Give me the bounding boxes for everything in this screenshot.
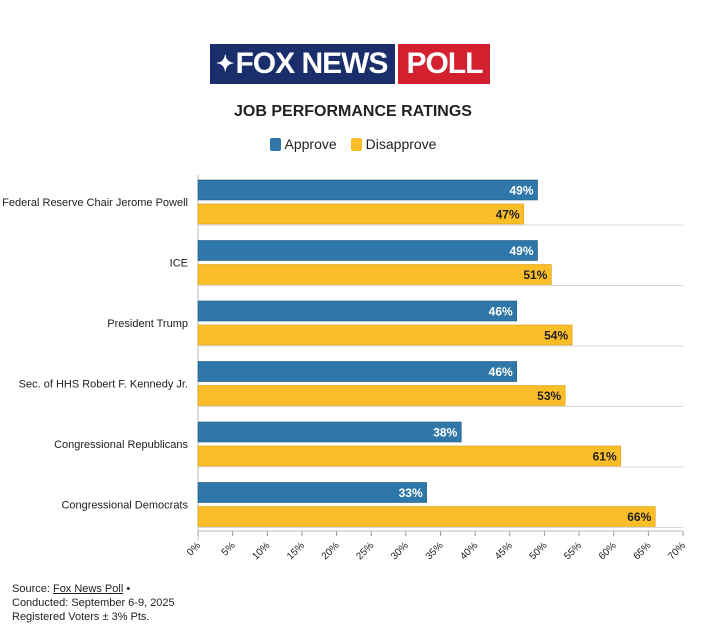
x-tick-label: 35% — [424, 540, 446, 562]
category-label: Federal Reserve Chair Jerome Powell — [2, 197, 188, 209]
bar-disapprove — [197, 385, 566, 406]
data-label-disapprove: 53% — [537, 389, 561, 403]
legend-swatch-approve — [269, 137, 281, 151]
source-suffix: • — [123, 583, 131, 595]
x-tick-label: 5% — [220, 540, 238, 558]
x-tick-label: 70% — [666, 540, 688, 562]
legend-swatch-disapprove — [350, 137, 362, 151]
x-tick-label: 20% — [320, 540, 342, 562]
x-tick-label: 25% — [354, 540, 376, 562]
data-label-disapprove: 66% — [627, 510, 651, 524]
legend-label-disapprove: Disapprove — [365, 136, 437, 152]
category-label: Congressional Democrats — [61, 500, 188, 512]
x-tick-label: 30% — [389, 540, 411, 562]
x-tick-label: 0% — [185, 540, 203, 558]
data-label-disapprove: 61% — [593, 450, 617, 464]
bar-approve — [197, 240, 538, 261]
x-tick-label: 45% — [493, 540, 515, 562]
category-label: President Trump — [107, 318, 188, 330]
logo-poll: POLL — [395, 44, 491, 84]
source-prefix: Source: — [12, 583, 53, 595]
data-label-approve: 38% — [433, 426, 457, 440]
data-label-approve: 33% — [399, 486, 423, 500]
bar-disapprove — [197, 445, 621, 467]
x-tick-label: 10% — [250, 540, 272, 562]
bar-disapprove — [197, 203, 524, 225]
x-tick-label: 55% — [562, 540, 584, 562]
source-link[interactable]: Fox News Poll — [52, 583, 124, 595]
logo-left-text: FOX NEWS — [235, 47, 388, 80]
logo-fox-news: ✦ FOX NEWS — [210, 44, 396, 84]
data-label-approve: 49% — [509, 184, 533, 198]
bar-approve — [197, 179, 538, 201]
data-label-disapprove: 47% — [496, 208, 520, 222]
bar-approve — [197, 361, 518, 382]
bar-approve — [197, 421, 462, 443]
x-tick-label: 65% — [632, 540, 654, 562]
fox-news-poll-logo: ✦ FOX NEWS POLL — [210, 44, 491, 84]
legend-item-disapprove: Disapprove — [350, 136, 437, 152]
chart-legend: Approve Disapprove — [0, 136, 706, 152]
data-label-disapprove: 51% — [523, 268, 547, 282]
bar-disapprove — [197, 506, 656, 527]
chart-title: JOB PERFORMANCE RATINGS — [234, 103, 472, 120]
data-label-approve: 46% — [489, 305, 513, 319]
category-label: Sec. of HHS Robert F. Kennedy Jr. — [19, 379, 188, 391]
logo-right-text: POLL — [406, 47, 483, 80]
source-note: Source: Fox News Poll • Conducted: Septe… — [12, 582, 175, 624]
legend-item-approve: Approve — [269, 136, 337, 152]
source-sample: Registered Voters ± 3% Pts. — [12, 611, 150, 623]
bar-approve — [197, 482, 427, 503]
category-label: ICE — [170, 258, 188, 270]
category-label: Congressional Republicans — [54, 439, 188, 451]
data-label-approve: 49% — [509, 244, 533, 258]
x-tick-label: 60% — [597, 540, 619, 562]
bar-disapprove — [197, 264, 552, 285]
source-conducted: Conducted: September 6-9, 2025 — [12, 597, 175, 609]
x-tick-label: 15% — [285, 540, 307, 562]
legend-label-approve: Approve — [284, 136, 337, 152]
logo-spark-icon: ✦ — [216, 51, 234, 76]
bar-disapprove — [197, 324, 573, 346]
data-label-disapprove: 54% — [544, 329, 568, 343]
x-tick-label: 50% — [528, 540, 550, 562]
data-label-approve: 46% — [489, 365, 513, 379]
bar-approve — [197, 300, 518, 322]
x-tick-label: 40% — [458, 540, 480, 562]
